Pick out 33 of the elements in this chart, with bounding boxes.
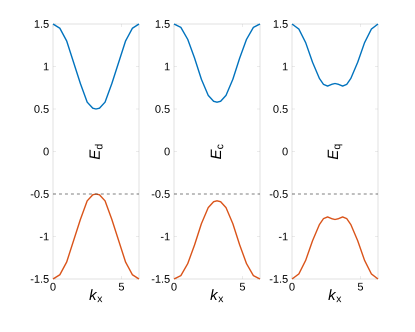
- x-axis-title: k$_{x}$: [89, 289, 102, 302]
- annotation: E$_{c}$: [210, 144, 224, 159]
- y-tick-label: -1: [40, 232, 49, 240]
- y-tick-label: -0.5: [152, 190, 170, 198]
- y-tick-label: 1.5: [274, 20, 288, 28]
- x-tick-label: 5: [118, 282, 124, 290]
- x-tick-label: 5: [358, 282, 364, 290]
- y-tick-label: 0.5: [273, 105, 288, 113]
- y-tick-label: 0: [282, 148, 288, 156]
- y-tick-label: -1.5: [152, 275, 170, 283]
- x-tick-label: 0: [289, 282, 295, 291]
- y-tick-label: 1.5: [156, 20, 170, 28]
- y-tick-label: 1: [282, 62, 288, 70]
- x-tick-label: 0: [50, 282, 56, 291]
- y-tick-label: -0.5: [30, 190, 49, 198]
- y-tick-label: 0.5: [155, 105, 170, 113]
- y-tick-label: 0: [164, 148, 170, 156]
- annotation: E$_{d}$: [89, 144, 103, 160]
- x-tick-label: 5: [240, 282, 246, 290]
- y-tick-label: -1.5: [270, 275, 288, 283]
- y-tick-label: 1: [44, 62, 49, 70]
- x-axis-title: k$_{x}$: [328, 289, 342, 302]
- x-axis-title: k$_{x}$: [210, 289, 224, 302]
- y-tick-label: 0.5: [34, 105, 49, 113]
- y-tick-label: -1: [278, 232, 288, 240]
- y-tick-label: 1: [164, 62, 170, 70]
- annotation: E$_{q}$: [328, 144, 342, 160]
- y-tick-label: 1.5: [34, 20, 49, 28]
- y-tick-label: -1.5: [30, 275, 49, 283]
- y-tick-label: -0.5: [270, 190, 288, 198]
- x-tick-label: 0: [171, 282, 177, 291]
- y-tick-label: 0: [43, 148, 49, 156]
- y-tick-label: -1: [160, 232, 170, 240]
